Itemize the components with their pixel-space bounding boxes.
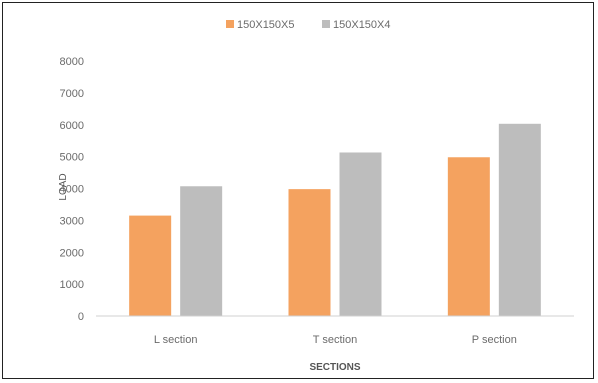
x-axis-title: SECTIONS xyxy=(309,362,360,373)
bars xyxy=(129,123,541,316)
y-tick-label: 1000 xyxy=(60,279,84,291)
bar-2-3 xyxy=(498,123,541,316)
bar-1-3 xyxy=(447,157,490,316)
legend-label-series-2: 150X150X4 xyxy=(333,19,391,31)
y-axis-ticks: 0 1000 2000 3000 4000 5000 6000 7000 8000 xyxy=(60,56,84,323)
legend-swatch-series-2 xyxy=(322,20,330,28)
bar-2-1 xyxy=(180,186,223,316)
x-tick-label: L section xyxy=(154,334,198,346)
y-tick-label: 0 xyxy=(78,311,84,323)
bar-2-2 xyxy=(339,152,382,316)
bar-1-2 xyxy=(288,189,331,316)
legend-swatch-series-1 xyxy=(226,20,234,28)
y-tick-label: 4000 xyxy=(60,184,84,196)
y-tick-label: 8000 xyxy=(60,56,84,68)
bar-1-1 xyxy=(129,215,172,316)
y-tick-label: 6000 xyxy=(60,120,84,132)
legend: 150X150X5 150X150X4 xyxy=(226,19,391,31)
y-axis-title: LOAD xyxy=(58,173,69,200)
y-tick-label: 2000 xyxy=(60,247,84,259)
x-tick-label: T section xyxy=(313,334,357,346)
x-axis-ticks: L section T section P section xyxy=(154,334,517,346)
y-tick-label: 5000 xyxy=(60,152,84,164)
x-tick-label: P section xyxy=(472,334,517,346)
legend-label-series-1: 150X150X5 xyxy=(237,19,295,31)
y-tick-label: 7000 xyxy=(60,88,84,100)
y-tick-label: 3000 xyxy=(60,215,84,227)
